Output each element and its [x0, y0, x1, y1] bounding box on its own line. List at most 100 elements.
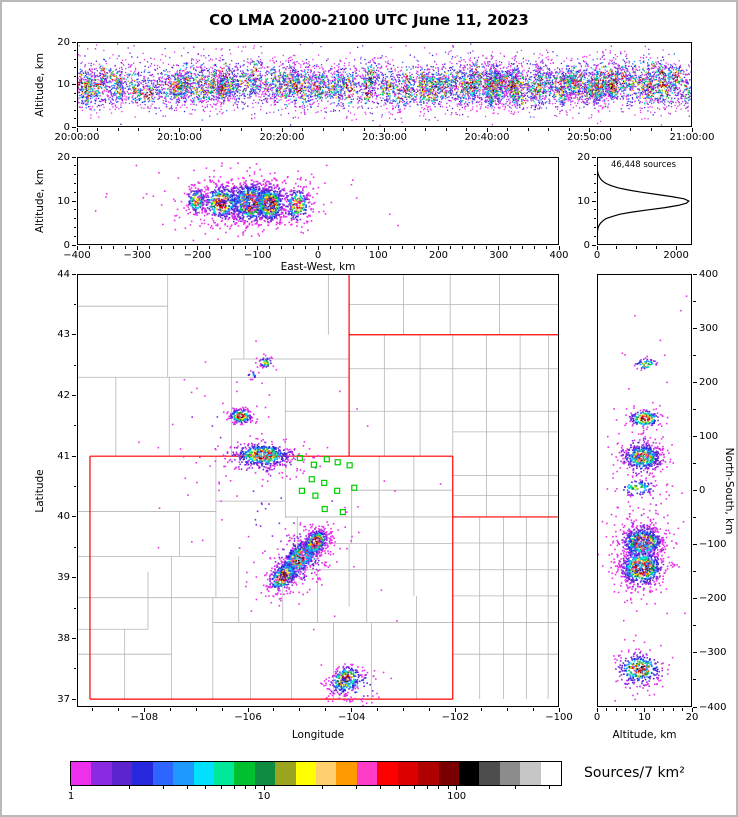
tick-label: 10	[577, 195, 590, 207]
tick-label: −100	[699, 539, 727, 551]
tick-mark	[413, 786, 415, 789]
tick-label: −300	[123, 250, 151, 261]
colorbar-cell	[499, 762, 521, 785]
colorbar-cell	[377, 762, 398, 785]
tick-mark	[70, 786, 72, 790]
tick-mark	[693, 273, 697, 275]
tick-mark	[302, 128, 303, 131]
tick-mark	[72, 577, 76, 579]
tick-mark	[186, 786, 188, 789]
figure-title: CO LMA 2000-2100 UTC June 11, 2023	[209, 11, 529, 29]
tick-label: 400	[549, 250, 569, 261]
tick-mark	[195, 708, 197, 711]
tick-mark	[240, 128, 242, 131]
tick-mark	[365, 246, 367, 249]
tick-mark	[73, 165, 76, 167]
colorbar-cell	[520, 762, 541, 785]
tick-mark	[693, 544, 697, 546]
tick-mark	[73, 182, 76, 184]
tick-mark	[663, 708, 664, 711]
tick-label: 0	[593, 250, 601, 261]
tick-mark	[634, 708, 636, 711]
tick-mark	[379, 786, 381, 789]
tick-mark	[172, 246, 174, 249]
tick-mark	[653, 708, 655, 711]
tick-mark	[257, 246, 259, 250]
tick-label: 10	[57, 195, 70, 207]
tick-label: −100	[244, 250, 272, 261]
tick-label: 100	[699, 430, 719, 442]
tick-mark	[233, 246, 235, 249]
tick-mark	[693, 571, 696, 573]
tick-mark	[128, 786, 130, 789]
colorbar-cell	[275, 762, 296, 785]
tick-mark	[644, 708, 645, 712]
tick-mark	[197, 246, 198, 250]
tick-mark	[72, 394, 76, 396]
tick-label: 0	[314, 250, 322, 261]
tick-mark	[592, 156, 596, 158]
tick-label: 0	[63, 121, 70, 133]
tick-mark	[138, 128, 139, 131]
tick-label: 42	[57, 389, 70, 401]
tick-mark	[184, 246, 186, 249]
tick-mark	[506, 708, 508, 711]
tick-mark	[73, 303, 76, 305]
tick-mark	[404, 128, 406, 131]
map-ylabel: Latitude	[34, 468, 46, 513]
tick-mark	[162, 786, 164, 789]
tick-mark	[606, 708, 607, 711]
tick-mark	[329, 246, 331, 249]
tick-label: 20	[57, 36, 70, 48]
map-xlabel: Longitude	[291, 729, 345, 741]
tick-mark	[593, 218, 596, 220]
tick-mark	[655, 246, 657, 249]
tick-mark	[593, 182, 596, 184]
tick-mark	[76, 128, 78, 132]
tick-mark	[593, 235, 596, 237]
tick-mark	[398, 786, 400, 789]
colorbar-cell	[540, 762, 562, 785]
tick-label: −100	[545, 712, 573, 723]
north-south-altitude-panel	[597, 274, 692, 707]
tick-mark	[593, 226, 596, 228]
tick-mark	[160, 246, 162, 249]
tick-mark	[480, 708, 482, 711]
plan-view-map-canvas	[77, 274, 559, 707]
tick-mark	[72, 200, 76, 202]
tick-mark	[273, 708, 275, 711]
source-count-annotation: 46,448 sources	[610, 160, 677, 170]
tick-mark	[693, 490, 697, 491]
tick-label: 200	[699, 376, 719, 388]
tick-mark	[593, 191, 596, 193]
tick-mark	[73, 235, 76, 237]
tick-mark	[263, 786, 265, 790]
colorbar-cell	[397, 762, 419, 785]
colorbar-cell	[71, 762, 92, 785]
tick-mark	[299, 708, 301, 711]
tick-mark	[321, 786, 323, 789]
tick-mark	[445, 128, 447, 131]
tick-mark	[693, 300, 696, 302]
tick-mark	[592, 244, 596, 246]
tick-mark	[73, 67, 76, 68]
ew-panel-xlabel: East-West, km	[280, 261, 356, 273]
tick-label: 20:30:00	[362, 132, 407, 143]
tick-label: −106	[234, 712, 262, 723]
tick-label: 41	[57, 450, 70, 462]
tick-label: −104	[337, 712, 366, 723]
tick-mark	[462, 246, 464, 249]
tick-mark	[672, 708, 674, 711]
tick-mark	[148, 246, 150, 249]
colorbar-cell	[91, 762, 112, 785]
tick-mark	[486, 128, 488, 132]
tick-mark	[514, 786, 516, 789]
tick-mark	[413, 246, 415, 249]
tick-mark	[693, 598, 697, 600]
tick-mark	[143, 708, 145, 712]
tick-mark	[73, 50, 76, 51]
tick-label: 100	[368, 250, 388, 261]
tick-mark	[72, 698, 76, 700]
tick-mark	[73, 118, 76, 119]
altitude-histogram-panel	[597, 157, 692, 245]
